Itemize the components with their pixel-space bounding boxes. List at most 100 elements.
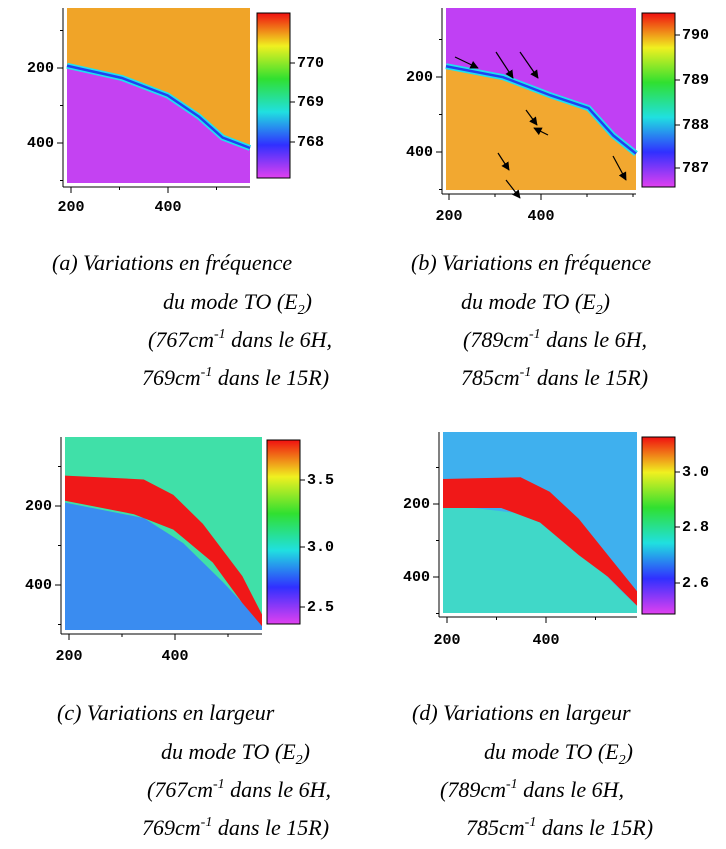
- caption-text: (b) Variations en fréquence: [411, 250, 651, 275]
- colorbar-label: 789: [682, 72, 709, 89]
- caption-text: ): [601, 289, 610, 314]
- caption-text: (d) Variations en largeur: [412, 700, 631, 725]
- caption-text: dans le 6H,: [518, 777, 624, 802]
- arrow: [519, 51, 539, 79]
- heatmap-region: [65, 502, 262, 630]
- arrow: [533, 127, 549, 136]
- caption-text: (789cm: [440, 777, 506, 802]
- caption-line: du mode TO (E2): [163, 289, 312, 318]
- panel: 200 400 200 400 790 789 788 787 (b) Variations e…: [406, 8, 709, 390]
- caption-text: 785cm: [461, 365, 520, 390]
- caption-line: 769cm-1 dans le 15R): [142, 815, 329, 840]
- colorbar: [266, 439, 301, 625]
- panel: 200 400 200 400 3.0 2.8 2.6 (d) Variations en l…: [403, 432, 709, 840]
- caption-text: ): [303, 289, 312, 314]
- colorbar-label: 790: [682, 27, 709, 44]
- caption-text: -1: [213, 777, 225, 792]
- caption-text: du mode TO (E: [484, 739, 619, 764]
- heatmap-edge: [66, 64, 251, 150]
- caption-line: (a) Variations en fréquence: [52, 250, 292, 275]
- colorbar-label: 770: [297, 55, 324, 72]
- caption-line: 769cm-1 dans le 15R): [142, 365, 329, 390]
- caption-text: dans le 15R): [212, 365, 329, 390]
- caption-text: 2: [298, 303, 305, 318]
- caption-line: 785cm-1 dans le 15R): [466, 815, 653, 840]
- arrow: [495, 51, 514, 79]
- caption-text: -1: [506, 777, 518, 792]
- caption-line: (767cm-1 dans le 6H,: [148, 327, 332, 352]
- caption-text: ): [624, 739, 633, 764]
- heatmap-region: [446, 8, 636, 154]
- heatmap-region: [443, 504, 637, 613]
- caption-line: (b) Variations en fréquence: [411, 250, 651, 275]
- colorbar-label: 3.0: [307, 539, 334, 556]
- heatmap-region: [67, 65, 250, 183]
- caption-line: du mode TO (E2): [461, 289, 610, 318]
- caption-line: (789cm-1 dans le 6H,: [463, 327, 647, 352]
- y-tick-label: 400: [25, 577, 52, 594]
- caption-text: du mode TO (E: [161, 739, 296, 764]
- colorbar-label: 2.6: [682, 575, 709, 592]
- caption-text: (767cm: [147, 777, 213, 802]
- caption-text: 2: [596, 303, 603, 318]
- y-tick-label: 200: [27, 60, 54, 77]
- caption-line: (789cm-1 dans le 6H,: [440, 777, 624, 802]
- colorbar-label: 768: [297, 134, 324, 151]
- caption-text: 769cm: [142, 365, 201, 390]
- caption-text: dans le 15R): [536, 815, 653, 840]
- caption-text: -1: [201, 815, 213, 830]
- arrow: [454, 56, 479, 69]
- caption-text: du mode TO (E: [163, 289, 298, 314]
- caption-text: du mode TO (E: [461, 289, 596, 314]
- y-tick-label: 400: [27, 135, 54, 152]
- panel: 200 400 200 400 3.5 3.0 2.5 (c) Variations en l…: [25, 437, 334, 840]
- arrow: [505, 179, 521, 199]
- heatmap-band: [65, 475, 262, 627]
- x-tick-label: 200: [57, 199, 84, 216]
- caption-text: dans le 6H,: [225, 777, 331, 802]
- caption-line: du mode TO (E2): [161, 739, 310, 768]
- colorbar-label: 2.8: [682, 519, 709, 536]
- arrow: [525, 109, 538, 126]
- colorbar-label: 2.5: [307, 599, 334, 616]
- caption-text: -1: [529, 327, 541, 342]
- colorbar-label: 769: [297, 94, 324, 111]
- caption-text: 2: [619, 753, 626, 768]
- caption-line: 785cm-1 dans le 15R): [461, 365, 648, 390]
- caption-text: -1: [525, 815, 537, 830]
- heatmap-edge: [445, 65, 637, 155]
- colorbar-label: 788: [682, 117, 709, 134]
- colorbar: [641, 12, 676, 188]
- caption-line: du mode TO (E2): [484, 739, 633, 768]
- x-tick-label: 200: [433, 632, 460, 649]
- x-tick-label: 400: [154, 199, 181, 216]
- caption-text: 2: [296, 753, 303, 768]
- x-tick-label: 400: [161, 648, 188, 665]
- x-tick-label: 400: [527, 208, 554, 225]
- y-tick-label: 200: [403, 496, 430, 513]
- arrow: [497, 152, 510, 171]
- colorbar: [256, 12, 291, 179]
- heatmap-band: [443, 477, 637, 606]
- caption-text: -1: [214, 327, 226, 342]
- caption-text: 785cm: [466, 815, 525, 840]
- y-tick-label: 400: [403, 569, 430, 586]
- x-tick-label: 400: [532, 632, 559, 649]
- arrow: [612, 155, 627, 181]
- colorbar-label: 787: [682, 160, 709, 177]
- caption-line: (767cm-1 dans le 6H,: [147, 777, 331, 802]
- caption-text: dans le 15R): [531, 365, 648, 390]
- caption-text: dans le 6H,: [226, 327, 332, 352]
- x-tick-label: 200: [55, 648, 82, 665]
- caption-text: -1: [520, 365, 532, 380]
- caption-text: dans le 6H,: [541, 327, 647, 352]
- y-tick-label: 400: [406, 144, 433, 161]
- caption-text: (c) Variations en largeur: [57, 700, 275, 725]
- colorbar-label: 3.0: [682, 464, 709, 481]
- caption-text: (a) Variations en fréquence: [52, 250, 292, 275]
- caption-text: ): [301, 739, 310, 764]
- colorbar-label: 3.5: [307, 472, 334, 489]
- y-tick-label: 200: [25, 498, 52, 515]
- caption-text: dans le 15R): [212, 815, 329, 840]
